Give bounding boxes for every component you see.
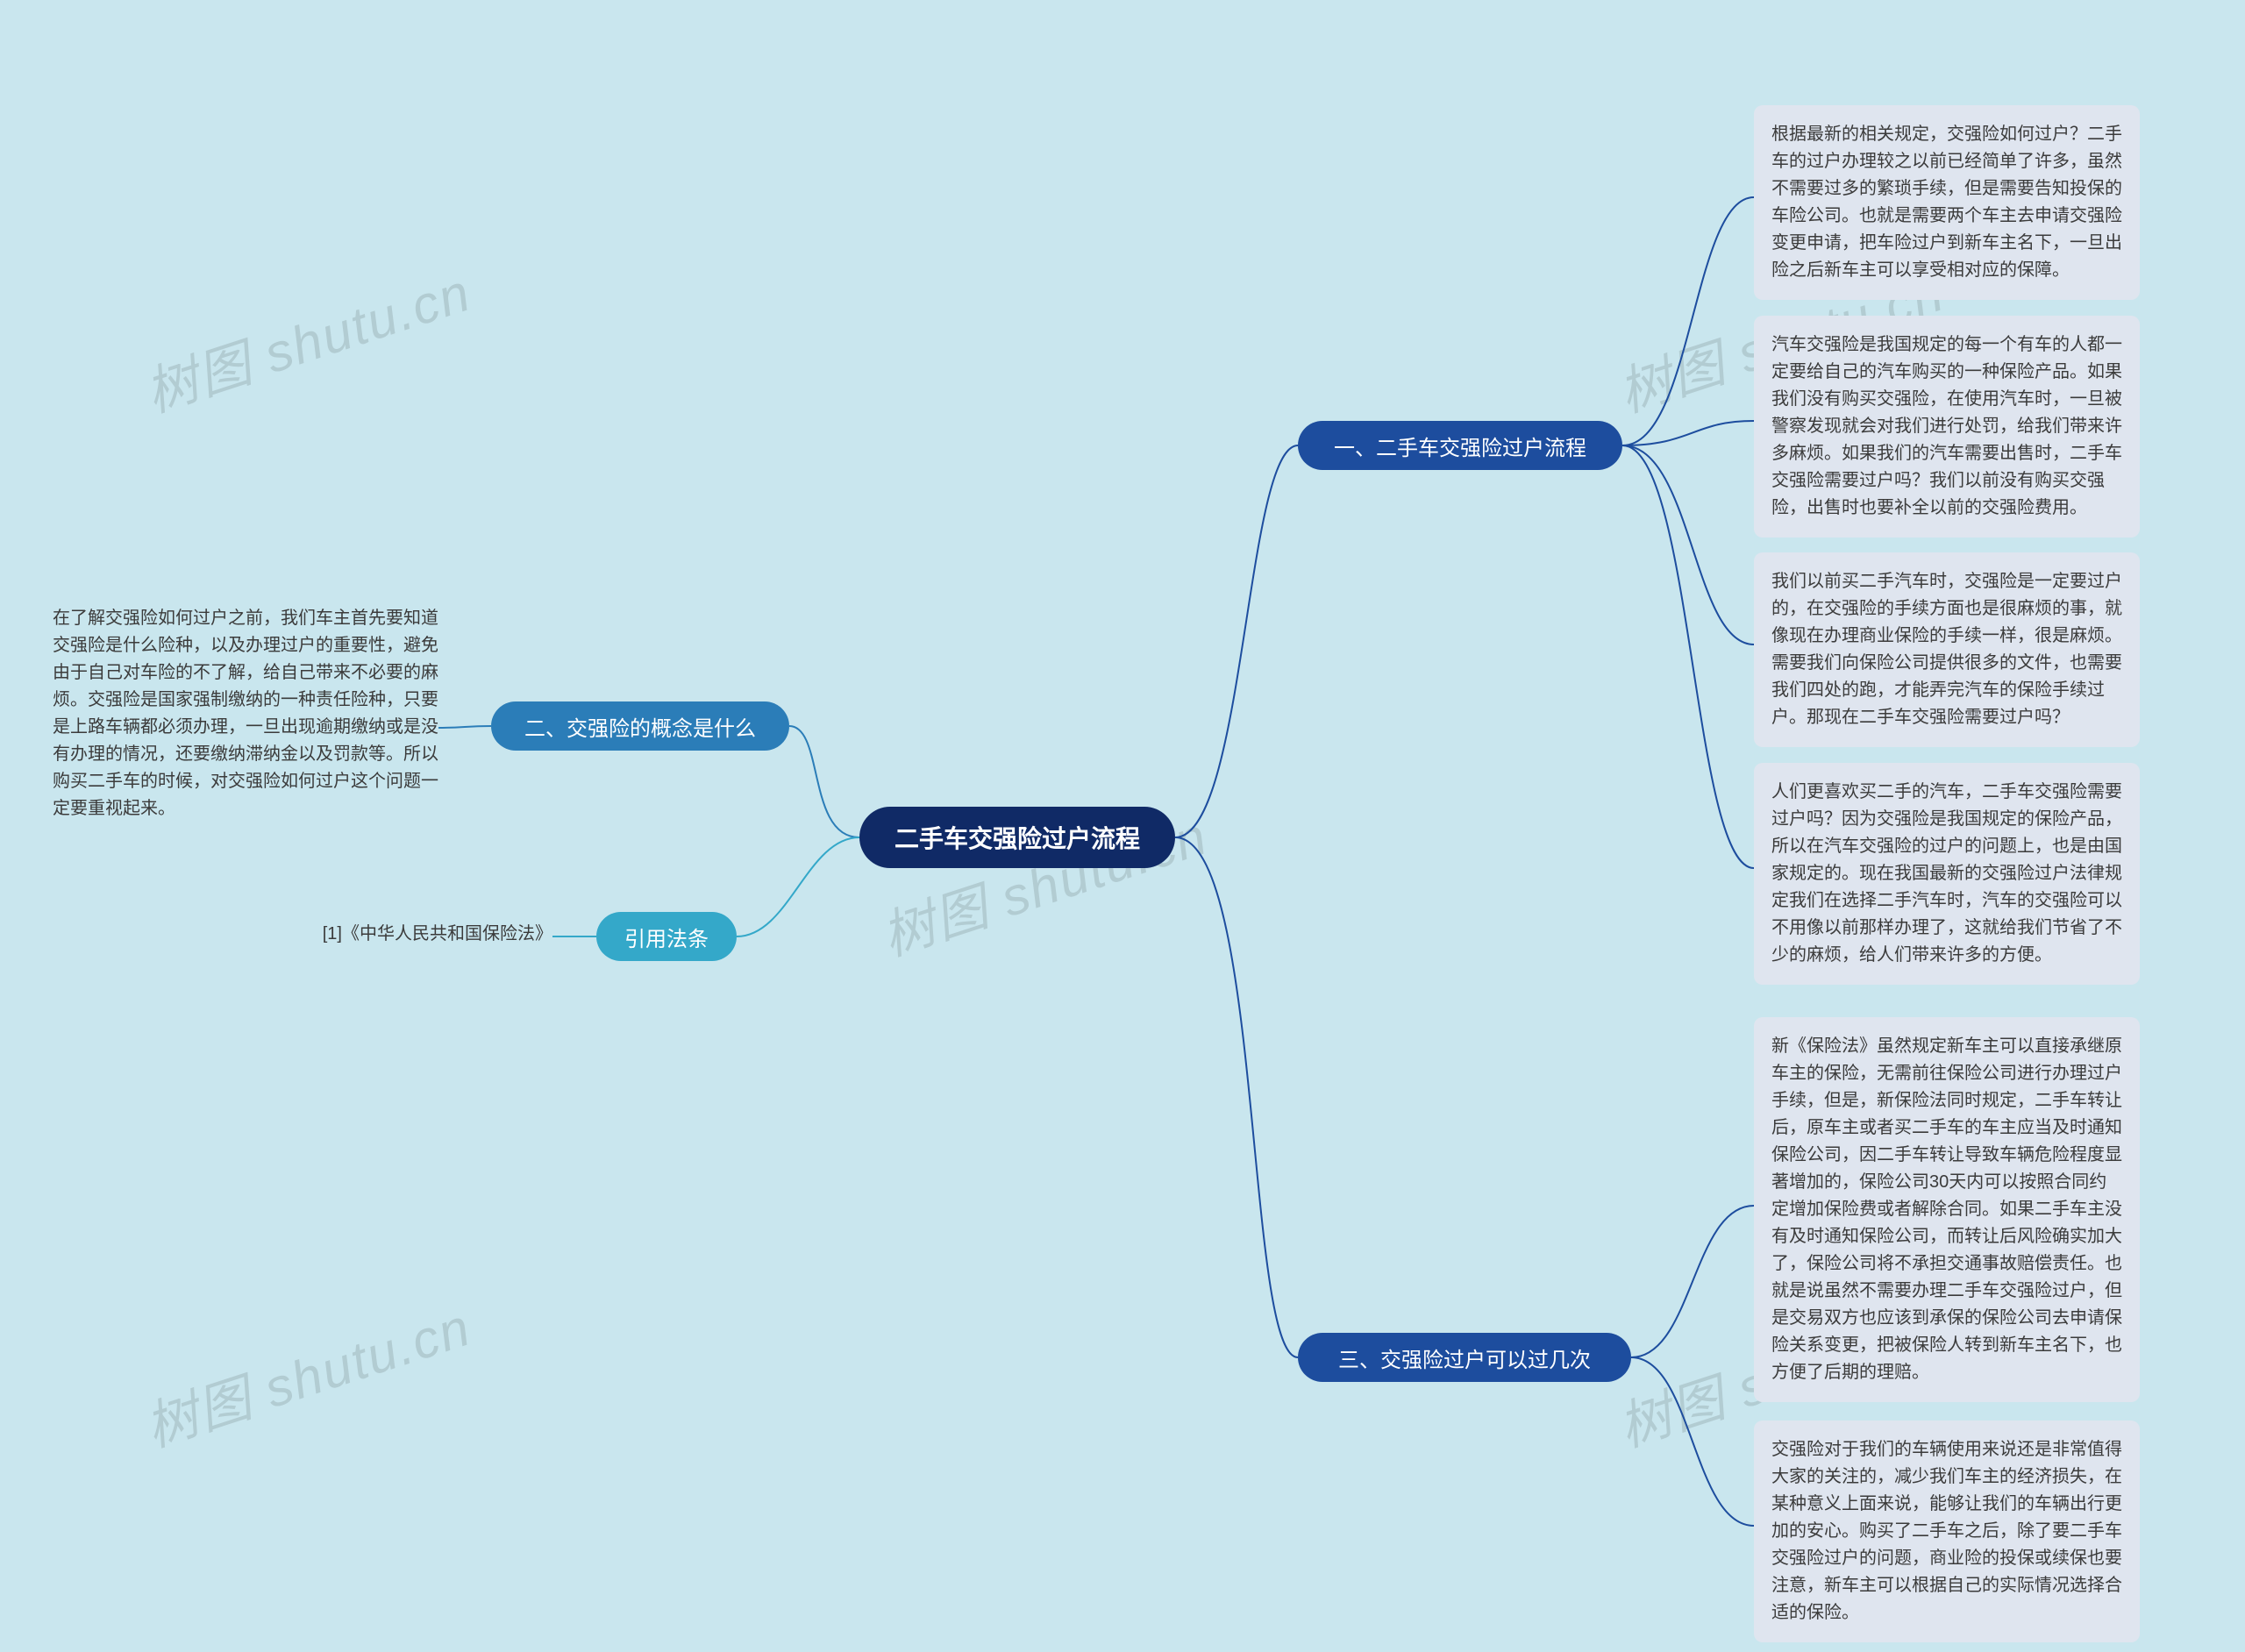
branch-label: 三、交强险过户可以过几次 xyxy=(1338,1342,1591,1373)
leaf-text: 我们以前买二手汽车时，交强险是一定要过户的，在交强险的手续方面也是很麻烦的事，就… xyxy=(1771,568,2122,731)
watermark: 树图 shutu.cn xyxy=(134,1285,480,1462)
leaf-node[interactable]: [1]《中华人民共和国保险法》 xyxy=(281,921,552,948)
leaf-node[interactable]: 交强险对于我们的车辆使用来说还是非常值得大家的关注的，减少我们车主的经济损失，在… xyxy=(1754,1421,2140,1642)
leaf-node[interactable]: 我们以前买二手汽车时，交强险是一定要过户的，在交强险的手续方面也是很麻烦的事，就… xyxy=(1754,552,2140,747)
leaf-node[interactable]: 汽车交强险是我国规定的每一个有车的人都一定要给自己的汽车购买的一种保险产品。如果… xyxy=(1754,316,2140,538)
leaf-text: 交强险对于我们的车辆使用来说还是非常值得大家的关注的，减少我们车主的经济损失，在… xyxy=(1771,1436,2122,1627)
leaf-text: 人们更喜欢买二手的汽车，二手车交强险需要过户吗？因为交强险是我国规定的保险产品，… xyxy=(1771,779,2122,969)
branch-label: 一、二手车交强险过户流程 xyxy=(1334,431,1586,461)
leaf-node[interactable]: 根据最新的相关规定，交强险如何过户？二手车的过户办理较之以前已经简单了许多，虽然… xyxy=(1754,105,2140,300)
leaf-text: 新《保险法》虽然规定新车主可以直接承继原车主的保险，无需前往保险公司进行办理过户… xyxy=(1771,1033,2122,1386)
leaf-text: [1]《中华人民共和国保险法》 xyxy=(323,921,552,948)
leaf-node[interactable]: 新《保险法》虽然规定新车主可以直接承继原车主的保险，无需前往保险公司进行办理过户… xyxy=(1754,1017,2140,1402)
branch-node-2[interactable]: 二、交强险的概念是什么 xyxy=(491,701,789,751)
branch-node-4[interactable]: 引用法条 xyxy=(596,912,737,961)
leaf-node[interactable]: 人们更喜欢买二手的汽车，二手车交强险需要过户吗？因为交强险是我国规定的保险产品，… xyxy=(1754,763,2140,985)
branch-node-1[interactable]: 一、二手车交强险过户流程 xyxy=(1298,421,1622,470)
leaf-node[interactable]: 在了解交强险如何过户之前，我们车主首先要知道交强险是什么险种，以及办理过户的重要… xyxy=(53,605,438,822)
branch-label: 引用法条 xyxy=(624,922,709,952)
leaf-text: 根据最新的相关规定，交强险如何过户？二手车的过户办理较之以前已经简单了许多，虽然… xyxy=(1771,121,2122,284)
branch-node-3[interactable]: 三、交强险过户可以过几次 xyxy=(1298,1333,1631,1382)
watermark: 树图 shutu.cn xyxy=(134,250,480,427)
leaf-text: 汽车交强险是我国规定的每一个有车的人都一定要给自己的汽车购买的一种保险产品。如果… xyxy=(1771,331,2122,522)
root-node[interactable]: 二手车交强险过户流程 xyxy=(859,807,1175,868)
root-label: 二手车交强险过户流程 xyxy=(894,820,1140,855)
branch-label: 二、交强险的概念是什么 xyxy=(524,711,756,742)
leaf-text: 在了解交强险如何过户之前，我们车主首先要知道交强险是什么险种，以及办理过户的重要… xyxy=(53,605,438,822)
